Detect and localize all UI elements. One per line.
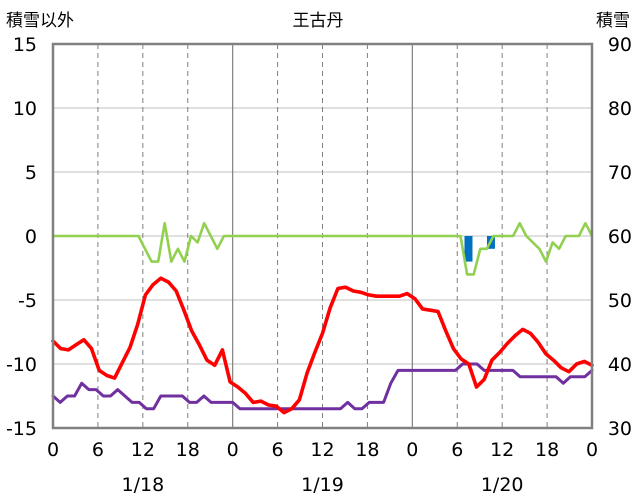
series-line-secondary	[51, 362, 594, 411]
x-tick-label: 18	[176, 439, 200, 461]
x-tick-label: 12	[310, 439, 334, 461]
x-tick-label: 0	[586, 439, 598, 461]
x-tick-label: 12	[490, 439, 514, 461]
left-tick-label: 0	[25, 226, 37, 248]
bar	[464, 236, 473, 262]
left-tick-label: 15	[13, 34, 37, 56]
left-tick-label: 5	[25, 162, 37, 184]
left-tick-label: 10	[13, 98, 37, 120]
right-tick-label: 90	[608, 34, 632, 56]
series-line-temperature	[51, 276, 594, 415]
x-tick-label: 0	[47, 439, 59, 461]
right-axis-label: 積雪	[596, 11, 630, 31]
date-label: 1/20	[481, 474, 524, 496]
x-tick-label: 6	[272, 439, 284, 461]
date-label: 1/18	[121, 474, 164, 496]
chart-title: 王古丹	[293, 11, 344, 31]
axis-labels: 積雪以外 王古丹 積雪	[6, 11, 630, 31]
right-tick-label: 80	[608, 98, 632, 120]
x-tick-label: 18	[355, 439, 379, 461]
line-series	[51, 221, 594, 415]
right-tick-label: 50	[608, 290, 632, 312]
right-tick-label: 30	[608, 418, 632, 440]
x-tick-label: 6	[92, 439, 104, 461]
x-tick-label: 6	[451, 439, 463, 461]
right-tick-label: 70	[608, 162, 632, 184]
x-tick-label: 0	[406, 439, 418, 461]
left-axis-label: 積雪以外	[6, 11, 74, 31]
plot-border	[51, 42, 594, 430]
left-tick-label: -15	[6, 418, 37, 440]
x-tick-label: 18	[535, 439, 559, 461]
series-line-green	[51, 221, 594, 276]
x-tick-label: 0	[227, 439, 239, 461]
right-tick-label: 40	[608, 354, 632, 376]
x-tick-label: 12	[131, 439, 155, 461]
plot-frame	[51, 42, 594, 430]
left-tick-label: -10	[6, 354, 37, 376]
left-tick-label: -5	[18, 290, 37, 312]
date-label: 1/19	[301, 474, 344, 496]
right-tick-label: 60	[608, 226, 632, 248]
